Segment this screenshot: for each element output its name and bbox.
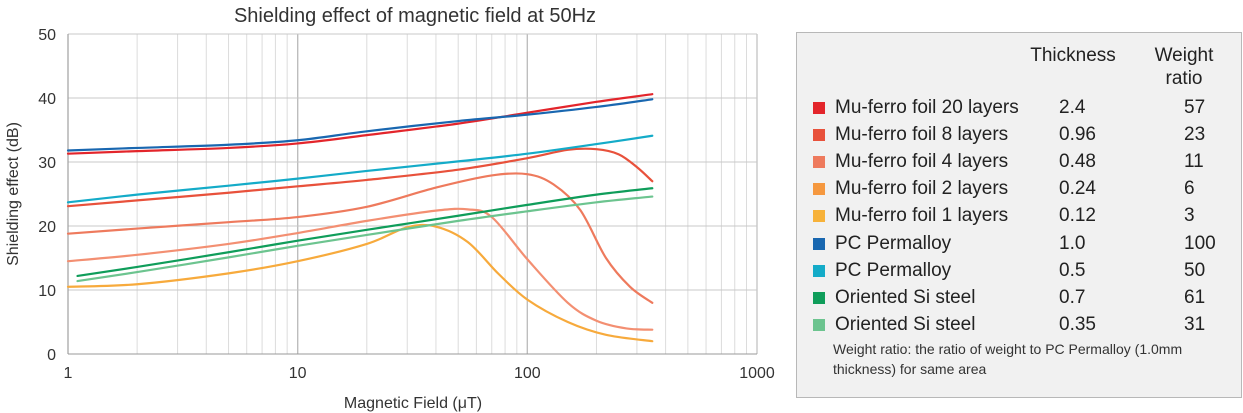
chart-title: Shielding effect of magnetic field at 50… <box>234 5 596 27</box>
legend-material-name: PC Permalloy <box>835 259 952 281</box>
legend-row: Mu-ferro foil 8 layers 0.96 23 <box>813 122 1233 148</box>
legend-material-name: Oriented Si steel <box>835 313 976 335</box>
y-tick-label: 50 <box>38 27 56 44</box>
x-tick-label: 10 <box>289 365 307 382</box>
legend-thickness: 1.0 <box>1059 232 1086 254</box>
legend-material-name: Mu-ferro foil 4 layers <box>835 151 1009 173</box>
legend-material-name: Mu-ferro foil 2 layers <box>835 178 1009 200</box>
weight-ratio-header: Weight ratio <box>1149 44 1219 90</box>
legend-row: Mu-ferro foil 20 layers 2.4 57 <box>813 95 1233 121</box>
series-line-4 <box>66 207 654 331</box>
legend-thickness: 0.5 <box>1059 259 1086 281</box>
legend-material-name: Mu-ferro foil 1 layers <box>835 205 1009 227</box>
legend-weight-ratio: 61 <box>1184 286 1206 308</box>
legend-thickness: 0.12 <box>1059 205 1096 227</box>
legend-row: Oriented Si steel 0.7 61 <box>813 285 1233 311</box>
legend-row: PC Permalloy 0.5 50 <box>813 258 1233 284</box>
legend-weight-ratio: 50 <box>1184 259 1206 281</box>
legend-weight-ratio: 31 <box>1184 313 1206 335</box>
legend-row: Mu-ferro foil 2 layers 0.24 6 <box>813 176 1233 202</box>
weight-ratio-header-line2: ratio <box>1165 68 1203 89</box>
legend-swatch <box>813 264 825 277</box>
series-line-8 <box>76 187 654 278</box>
y-tick-label: 20 <box>38 219 56 236</box>
legend-swatch <box>813 291 825 304</box>
x-tick-label: 100 <box>514 365 541 382</box>
legend-row: Mu-ferro foil 1 layers 0.12 3 <box>813 203 1233 229</box>
ticks: 1 10 100 1000 0 10 20 30 40 50 <box>38 27 775 382</box>
weight-ratio-note: Weight ratio: the ratio of weight to PC … <box>833 341 1183 377</box>
legend-thickness: 2.4 <box>1059 97 1086 118</box>
legend-swatch <box>813 318 825 331</box>
legend-row: PC Permalloy 1.0 100 <box>813 231 1233 257</box>
y-tick-label: 10 <box>38 283 56 300</box>
legend-weight-ratio: 100 <box>1184 232 1216 254</box>
x-tick-label: 1 <box>64 365 73 382</box>
legend-weight-ratio: 6 <box>1184 178 1195 200</box>
legend-swatch <box>813 183 825 196</box>
legend-thickness: 0.35 <box>1059 313 1096 335</box>
legend-thickness: 0.7 <box>1059 286 1086 308</box>
shielding-chart: Shielding effect of magnetic field at 50… <box>5 5 775 412</box>
series-line-7 <box>66 134 654 204</box>
legend-material-name: Oriented Si steel <box>835 286 976 308</box>
y-tick-label: 30 <box>38 155 56 172</box>
legend-swatch <box>813 210 825 223</box>
legend-weight-ratio: 57 <box>1184 97 1206 118</box>
x-axis-label: Magnetic Field (μT) <box>344 395 482 412</box>
legend-material-name: Mu-ferro foil 20 layers <box>835 97 1019 118</box>
legend-thickness: 0.48 <box>1059 151 1096 173</box>
legend-row: Oriented Si steel 0.35 31 <box>813 312 1233 338</box>
legend-swatch <box>813 237 825 250</box>
legend-swatch <box>813 156 825 169</box>
legend-thickness: 0.96 <box>1059 124 1096 146</box>
legend-thickness: 0.24 <box>1059 178 1096 200</box>
legend-weight-ratio: 23 <box>1184 124 1206 146</box>
y-axis-label: Shielding effect (dB) <box>5 122 22 266</box>
series-line-2 <box>66 147 654 208</box>
series-line-6 <box>66 98 654 152</box>
series-layer <box>66 93 654 343</box>
legend-swatch <box>813 129 825 142</box>
legend-panel: Thickness Weight ratio Mu-ferro foil 20 … <box>796 32 1242 398</box>
series-line-3 <box>66 172 654 304</box>
legend-weight-ratio: 3 <box>1184 205 1195 227</box>
series-line-1 <box>66 93 654 155</box>
y-tick-label: 40 <box>38 91 56 108</box>
legend-weight-ratio: 11 <box>1184 151 1204 173</box>
thickness-header: Thickness <box>1030 45 1116 66</box>
legend-swatch <box>813 102 825 114</box>
x-tick-label: 1000 <box>739 365 775 382</box>
series-line-9 <box>76 195 654 283</box>
weight-ratio-header-line1: Weight <box>1154 45 1214 66</box>
legend-row: Mu-ferro foil 4 layers 0.48 11 <box>813 149 1233 175</box>
legend-material-name: Mu-ferro foil 8 layers <box>835 124 1009 146</box>
legend-material-name: PC Permalloy <box>835 232 952 254</box>
y-tick-label: 0 <box>47 347 56 364</box>
